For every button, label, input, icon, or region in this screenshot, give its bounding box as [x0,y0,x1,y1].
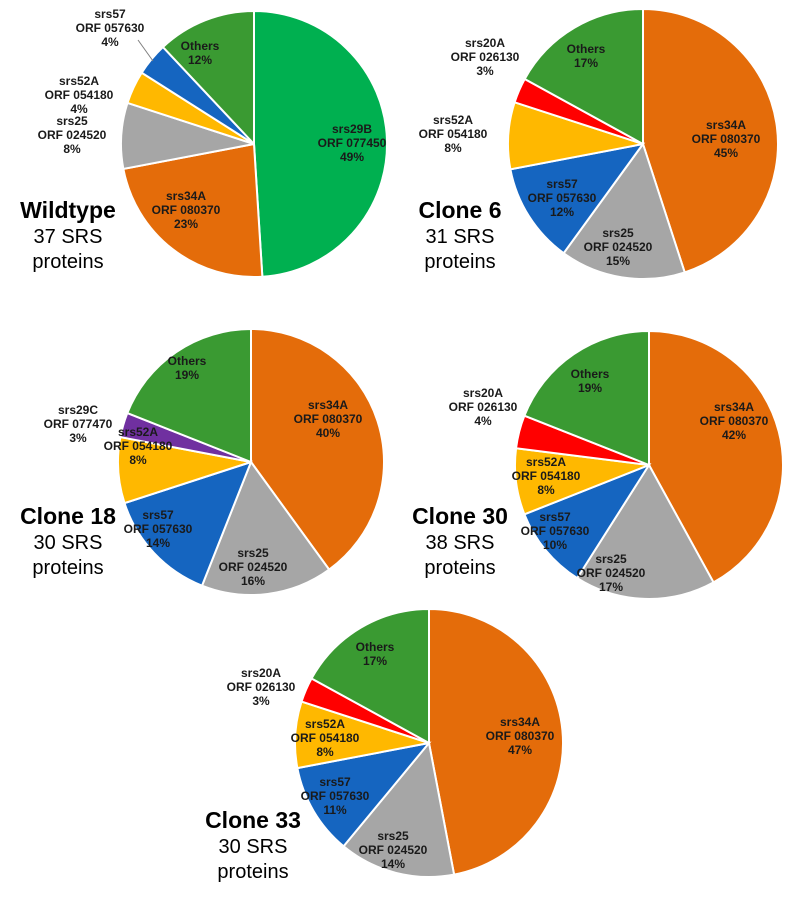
slice-label-srs34a: srs34A ORF 080370 40% [294,398,363,440]
pie-chart-1: srs34A ORF 080370 45% srs25 ORF 024520 15% srs… [418,7,779,280]
slice-label-others: Others 17% [356,640,395,668]
chart-subtitle: 30 SRS [219,836,288,858]
pie-slice-srs57 [509,142,646,255]
pie-chart-0: srs29B ORF 077450 49% srs34A ORF 080370 23% sr… [20,7,389,278]
pie-slice-others [126,327,252,464]
slice-label-srs25: srs25 ORF 024520 8% [38,114,107,156]
chart-subtitle: proteins [217,861,288,883]
slice-label-srs52a: srs52A ORF 054180 8% [512,455,581,497]
pie-slice-srs29b [253,9,389,278]
pie-slice-srs57 [523,462,652,580]
pie-chart-3: srs34A ORF 080370 42%srs25 ORF 024520 17%srs… [412,329,785,600]
slice-label-others: Others 12% [181,39,220,67]
pie-slice-srs34a [122,142,264,278]
pie-slice-srs25 [575,463,715,600]
chart-subtitle: proteins [424,557,495,579]
pie-slice-srs57 [296,741,432,848]
chart-title: Clone 30 [412,503,508,529]
pie-slice-srs34a [648,329,785,584]
slice-label-srs34a: srs34A ORF 080370 45% [692,118,761,160]
chart-title: Clone 18 [20,503,116,529]
pie-slice-others [523,329,650,467]
pie-slice-srs25 [200,459,331,596]
slice-label-srs52a: srs52A ORF 054180 8% [419,113,488,155]
chart-subtitle: proteins [32,251,103,273]
slice-label-others: Others 19% [571,367,610,395]
slice-label-srs57: srs57 ORF 057630 4% [76,7,145,49]
slice-label-srs52a: srs52A ORF 054180 8% [291,717,360,759]
slice-label-srs34a: srs34A ORF 080370 23% [152,189,221,231]
slice-label-others: Others 17% [567,42,606,70]
slice-label-srs25: srs25 ORF 024520 16% [219,546,288,588]
slice-label-srs20a: srs20A ORF 026130 4% [449,386,518,428]
slice-label-others: Others 19% [168,354,207,382]
pie-slice-srs34a [250,327,385,571]
chart-subtitle: 37 SRS [34,226,103,248]
slice-label-srs20a: srs20A ORF 026130 3% [227,666,296,708]
pie-slice-srs34a [428,607,564,876]
chart-title: Clone 33 [205,807,301,833]
chart-subtitle: proteins [32,557,103,579]
slice-label-srs20a: srs20A ORF 026130 3% [451,36,520,78]
slice-label-srs57: srs57 ORF 057630 10% [521,510,590,552]
slice-label-srs57: srs57 ORF 057630 11% [301,775,370,817]
pie-slice-others [310,607,430,745]
slice-label-srs34a: srs34A ORF 080370 47% [486,715,555,757]
slice-label-srs25: srs25 ORF 024520 17% [577,552,646,594]
slice-label-srs29c: srs29C ORF 077470 3% [44,403,113,445]
chart-subtitle: proteins [424,251,495,273]
leader-line [137,39,154,62]
slice-label-srs34a: srs34A ORF 080370 42% [700,400,769,442]
slice-label-srs25: srs25 ORF 024520 15% [584,226,653,268]
pie-slice-srs25 [342,740,456,878]
pie-slice-srs25 [562,141,686,280]
slice-label-srs57: srs57 ORF 057630 12% [528,177,597,219]
chart-subtitle: 30 SRS [34,532,103,554]
slice-label-srs52a: srs52A ORF 054180 8% [104,425,173,467]
chart-title: Clone 6 [418,197,501,223]
chart-subtitle: 38 SRS [426,532,495,554]
slice-label-srs57: srs57 ORF 057630 14% [124,508,193,550]
slice-label-srs52a: srs52A ORF 054180 4% [45,74,114,116]
chart-subtitle: 31 SRS [426,226,495,248]
pie-slice-others [523,7,644,146]
pie-slice-others [161,9,255,147]
slice-label-srs29b: srs29B ORF 077450 49% [318,122,387,164]
slice-label-srs25: srs25 ORF 024520 14% [359,829,428,871]
pie-slice-srs34a [642,7,779,274]
pie-chart-4: srs34A ORF 080370 47% srs25 ORF 024520 14% srs… [205,607,564,883]
chart-title: Wildtype [20,197,116,223]
pie-chart-2: srs34A ORF 080370 40% srs25 ORF 024520 16% srs… [20,327,385,596]
